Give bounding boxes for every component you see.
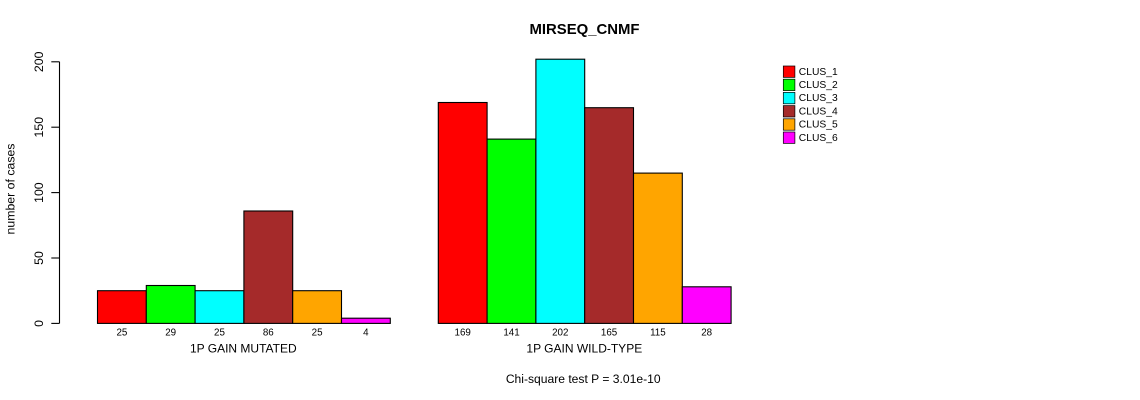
svg-text:CLUS_3: CLUS_3 xyxy=(799,93,838,104)
svg-text:150: 150 xyxy=(32,117,46,138)
svg-text:CLUS_4: CLUS_4 xyxy=(799,106,838,117)
svg-text:115: 115 xyxy=(650,328,666,339)
svg-text:4: 4 xyxy=(363,328,369,339)
svg-text:169: 169 xyxy=(455,328,471,339)
svg-text:CLUS_2: CLUS_2 xyxy=(799,80,838,91)
svg-text:CLUS_6: CLUS_6 xyxy=(799,133,838,144)
svg-text:1P GAIN MUTATED: 1P GAIN MUTATED xyxy=(190,341,297,355)
svg-text:1P GAIN WILD-TYPE: 1P GAIN WILD-TYPE xyxy=(526,341,642,355)
svg-text:165: 165 xyxy=(601,328,618,339)
svg-text:25: 25 xyxy=(312,328,323,339)
svg-text:86: 86 xyxy=(263,328,274,339)
svg-text:MIRSEQ_CNMF: MIRSEQ_CNMF xyxy=(529,22,639,38)
svg-text:Chi-square test P = 3.01e-10: Chi-square test P = 3.01e-10 xyxy=(506,372,661,386)
svg-text:100: 100 xyxy=(32,182,46,203)
svg-text:28: 28 xyxy=(701,328,712,339)
svg-text:CLUS_1: CLUS_1 xyxy=(799,67,838,78)
svg-text:0: 0 xyxy=(32,320,46,327)
svg-text:50: 50 xyxy=(32,251,46,265)
svg-text:29: 29 xyxy=(165,328,176,339)
svg-text:200: 200 xyxy=(32,51,46,72)
svg-text:CLUS_5: CLUS_5 xyxy=(799,120,838,131)
svg-text:141: 141 xyxy=(503,328,519,339)
svg-text:25: 25 xyxy=(116,328,127,339)
svg-text:202: 202 xyxy=(552,328,568,339)
svg-text:25: 25 xyxy=(214,328,225,339)
svg-text:number of cases: number of cases xyxy=(4,144,18,235)
